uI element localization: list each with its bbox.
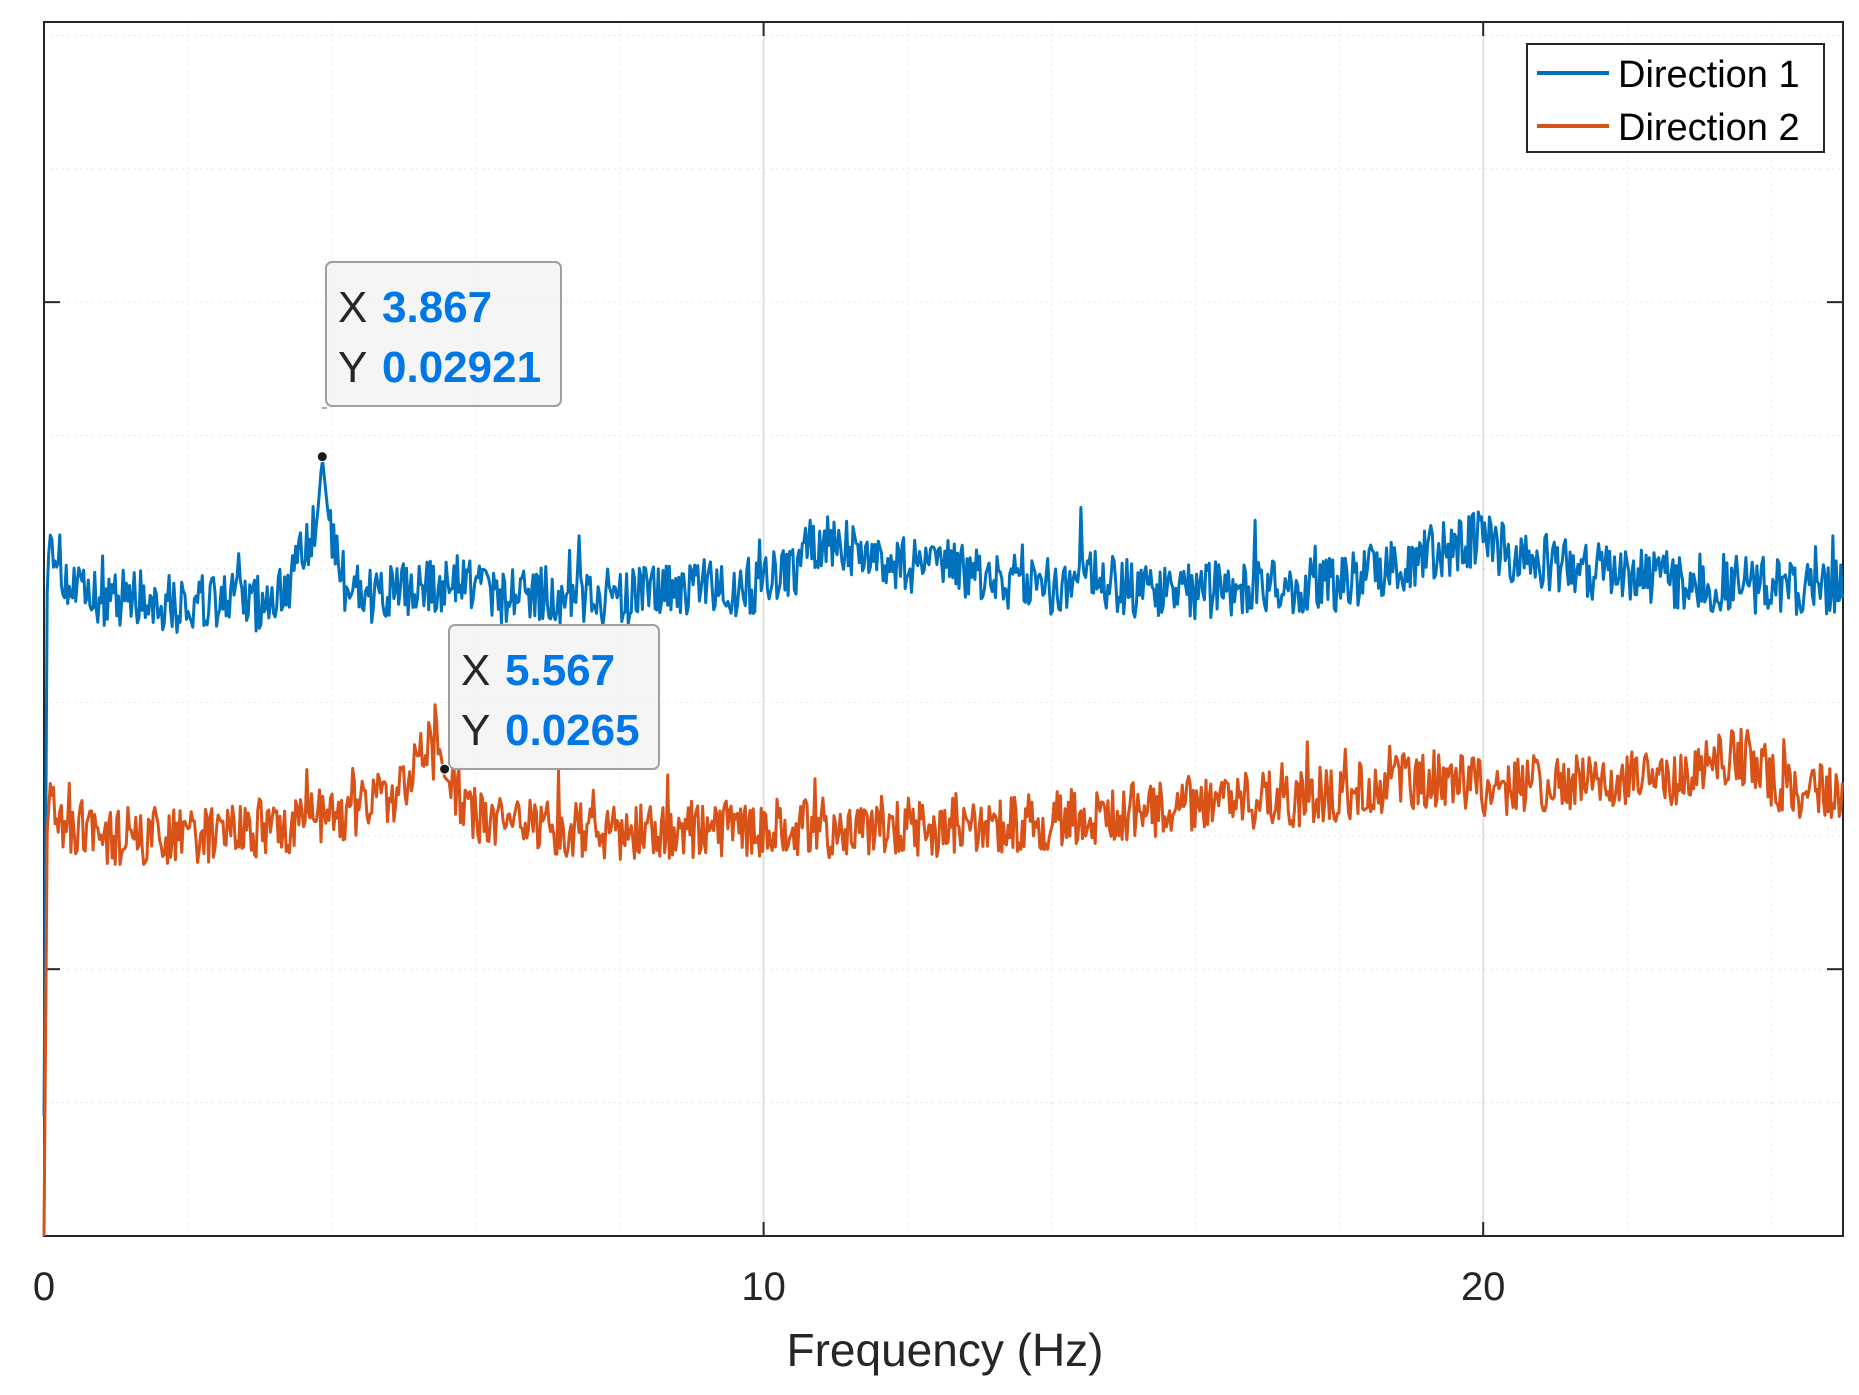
datatip-1-x-value: 3.867	[382, 283, 492, 332]
legend[interactable]: Direction 1 Direction 2	[1526, 43, 1825, 153]
series-layer	[42, 458, 1844, 1237]
legend-label-direction-1: Direction 1	[1618, 54, 1800, 96]
datatip-1-x-key: X	[338, 283, 367, 332]
datatip-2-box	[448, 624, 660, 770]
datatip-2-y-value: 0.0265	[505, 706, 640, 755]
legend-label-direction-2: Direction 2	[1618, 107, 1800, 149]
datatip-1-box	[325, 261, 562, 407]
series-line-direction-1	[42, 458, 1844, 1116]
x-axis-title: Frequency (Hz)	[787, 1324, 1104, 1376]
legend-box	[1526, 43, 1825, 153]
x-tick-label: 20	[1461, 1265, 1506, 1309]
datatip-marker-1	[316, 451, 328, 463]
series-line-direction-2	[42, 703, 1844, 1237]
datatip-2-x-key: X	[461, 646, 490, 695]
datatip-direction-1[interactable]: X 3.867 Y 0.02921	[322, 261, 562, 409]
x-tick-label: 10	[741, 1265, 786, 1309]
datatip-1-y-key: Y	[338, 343, 367, 392]
datatip-2-y-key: Y	[461, 706, 490, 755]
plot-area-frame	[43, 21, 1844, 1237]
x-tick-label: 0	[33, 1265, 55, 1309]
datatip-1-y-value: 0.02921	[382, 343, 541, 392]
datatip-2-x-value: 5.567	[505, 646, 615, 695]
datatip-direction-2[interactable]: X 5.567 Y 0.0265	[448, 624, 660, 770]
datatip-marker-2	[439, 763, 451, 775]
x-tick-labels: 0 10 20	[33, 1265, 1506, 1309]
datatip-markers	[316, 451, 451, 775]
